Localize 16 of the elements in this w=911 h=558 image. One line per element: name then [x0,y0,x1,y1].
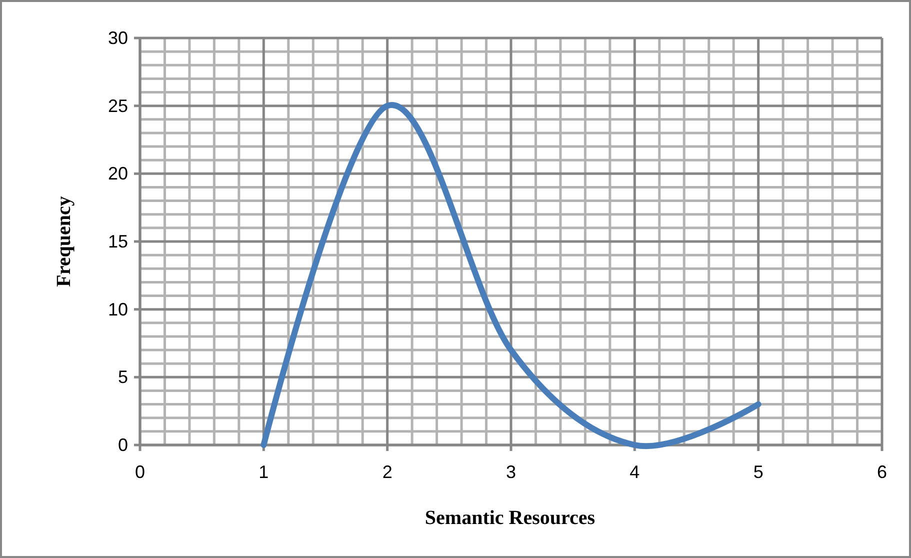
x-tick-label: 4 [630,462,640,482]
y-tick-label: 30 [108,28,128,48]
x-tick-label: 3 [506,462,516,482]
x-tick-label: 6 [876,462,888,482]
y-tick-label: 20 [108,164,128,184]
y-tick-label: 10 [108,299,128,320]
y-tick-label: 0 [118,435,128,455]
y-tick-label: 5 [118,367,128,388]
x-tick-label: 1 [258,462,269,482]
x-tick-label: 5 [753,462,764,482]
x-axis-title: Semantic Resources [424,507,596,529]
x-tick-label: 2 [382,462,392,482]
y-tick-label: 15 [108,232,128,252]
y-axis-title: Frequency [53,196,75,287]
y-tick-label: 25 [108,96,128,116]
x-tick-label: 0 [134,462,146,482]
